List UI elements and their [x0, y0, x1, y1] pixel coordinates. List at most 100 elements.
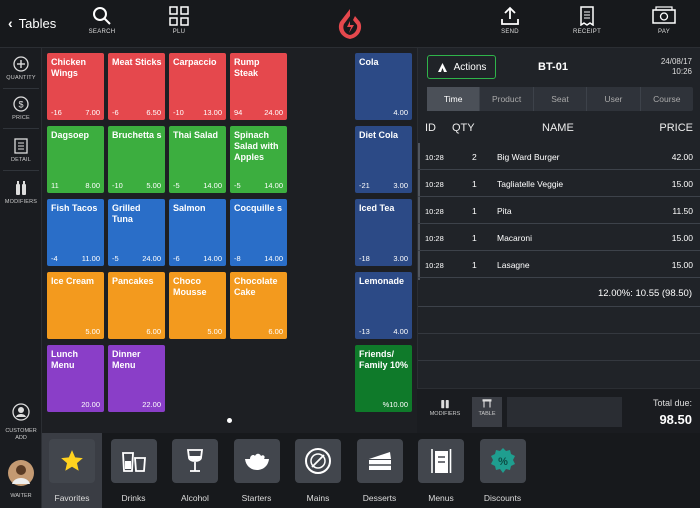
line-name: Macaroni: [497, 233, 532, 243]
tab-time[interactable]: Time: [427, 87, 481, 111]
product-stock: 11: [51, 181, 59, 190]
star-icon: [49, 439, 95, 483]
product-tile[interactable]: Diet Cola -21 3.00: [355, 126, 412, 193]
line-name: Lasagne: [497, 260, 530, 270]
product-name: Thai Salad: [173, 130, 219, 140]
quantity-button[interactable]: QUANTITY: [0, 56, 42, 81]
footer-modifiers-label: MODIFIERS: [429, 411, 461, 417]
product-tile[interactable]: Spinach Salad with Apples -5 14.00: [230, 126, 287, 193]
tab-user[interactable]: User: [587, 87, 641, 111]
product-tile[interactable]: Carpaccio -10 13.00: [169, 53, 226, 120]
order-line[interactable]: 10:28 1 Macaroni 15.00: [418, 224, 700, 251]
product-price: 4.00: [393, 327, 408, 336]
footer-modifiers-button[interactable]: MODIFIERS: [427, 397, 463, 427]
menu-icon: [418, 439, 464, 483]
product-stock: -21: [359, 181, 370, 190]
category-mains[interactable]: Mains: [288, 433, 348, 508]
order-line[interactable]: 10:28 1 Lasagne 15.00: [418, 251, 700, 278]
product-tile[interactable]: Rump Steak 94 24.00: [230, 53, 287, 120]
tab-seat[interactable]: Seat: [534, 87, 588, 111]
receipt-icon: [580, 6, 594, 26]
product-tile[interactable]: Iced Tea -18 3.00: [355, 199, 412, 266]
footer-table-button[interactable]: TABLE: [472, 397, 502, 427]
customer-add-button[interactable]: CUSTOMER ADD: [0, 403, 42, 442]
product-tile[interactable]: Chocolate Cake 6.00: [230, 272, 287, 339]
footer-bar: [507, 397, 622, 427]
category-discounts[interactable]: % Discounts: [473, 433, 533, 508]
product-tile[interactable]: Cola 4.00: [355, 53, 412, 120]
product-tile[interactable]: Lunch Menu 20.00: [47, 345, 104, 412]
product-tile[interactable]: Grilled Tuna -5 24.00: [108, 199, 165, 266]
order-date: 24/08/17: [660, 57, 692, 66]
divider: [418, 306, 700, 307]
product-name: Lunch Menu: [51, 349, 78, 370]
customer-icon: [12, 403, 30, 421]
line-name: Pita: [497, 206, 512, 216]
product-tile[interactable]: Bruchetta s -10 5.00: [108, 126, 165, 193]
order-lines: 10:28 2 Big Ward Burger 42.00 10:28 1 Tagliate…: [418, 143, 700, 278]
send-button[interactable]: SEND: [488, 6, 532, 44]
detail-button[interactable]: DETAIL: [0, 138, 42, 163]
salt-pepper-icon: [441, 400, 449, 409]
line-price: 15.00: [671, 179, 693, 189]
line-qty: 1: [472, 233, 477, 243]
actions-label: Actions: [453, 61, 487, 73]
line-price: 42.00: [671, 152, 693, 162]
send-label: SEND: [501, 29, 519, 35]
product-name: Chocolate Cake: [234, 276, 278, 297]
ticket-id: BT-01: [538, 61, 568, 73]
tab-product[interactable]: Product: [480, 87, 534, 111]
price-icon: $: [13, 96, 29, 112]
product-tile[interactable]: Fish Tacos -4 11.00: [47, 199, 104, 266]
search-button[interactable]: SEARCH: [80, 6, 124, 44]
order-line[interactable]: 10:28 1 Tagliatelle Veggie 15.00: [418, 170, 700, 197]
product-tile[interactable]: Dagsoep 11 8.00: [47, 126, 104, 193]
pay-button[interactable]: PAY: [642, 6, 686, 44]
order-footer: MODIFIERS TABLE Total due: 98.50: [417, 388, 700, 433]
search-icon: [93, 7, 111, 25]
product-tile[interactable]: Lemonade -13 4.00: [355, 272, 412, 339]
modifiers-button[interactable]: MODIFIERS: [0, 180, 42, 205]
order-line[interactable]: 10:28 1 Pita 11.50: [418, 197, 700, 224]
actions-button[interactable]: Actions: [427, 55, 496, 79]
product-stock: -4: [51, 254, 58, 263]
quantity-label: QUANTITY: [6, 75, 36, 81]
product-tile[interactable]: Salmon -6 14.00: [169, 199, 226, 266]
receipt-button[interactable]: RECEIPT: [565, 6, 609, 44]
plu-button[interactable]: PLU: [157, 6, 201, 44]
lightspeed-logo-icon: [338, 9, 362, 39]
cake-icon: [356, 439, 403, 483]
product-price: 24.00: [142, 254, 161, 263]
product-stock: -6: [173, 254, 180, 263]
category-alcohol[interactable]: Alcohol: [165, 433, 225, 508]
product-tile[interactable]: Pancakes 6.00: [108, 272, 165, 339]
customer-add-label: CUSTOMER ADD: [5, 428, 37, 441]
back-to-tables-button[interactable]: ‹ Tables: [8, 15, 56, 31]
category-starters[interactable]: Starters: [227, 433, 287, 508]
waiter-button[interactable]: WAITER: [0, 460, 42, 499]
send-icon: [501, 6, 519, 25]
category-drinks[interactable]: Drinks: [104, 433, 164, 508]
category-label: Starters: [241, 493, 272, 503]
category-favorites[interactable]: Favorites: [42, 433, 102, 508]
search-label: SEARCH: [88, 29, 116, 35]
product-tile[interactable]: Meat Sticks -6 6.50: [108, 53, 165, 120]
price-label: PRICE: [12, 115, 30, 121]
order-line[interactable]: 10:28 2 Big Ward Burger 42.00: [418, 143, 700, 170]
svg-text:%: %: [498, 456, 508, 468]
product-tile[interactable]: Dinner Menu 22.00: [108, 345, 165, 412]
category-desserts[interactable]: Desserts: [350, 433, 410, 508]
product-tile[interactable]: Friends/ Family 10% %10.00: [355, 345, 412, 412]
product-tile[interactable]: Thai Salad -5 14.00: [169, 126, 226, 193]
category-label: Desserts: [362, 493, 397, 503]
product-tile[interactable]: Chicken Wings -16 7.00: [47, 53, 104, 120]
product-tile[interactable]: Cocquille s -8 14.00: [230, 199, 287, 266]
tab-course[interactable]: Course: [653, 94, 681, 104]
product-tile[interactable]: Choco Mousse 5.00: [169, 272, 226, 339]
product-tile[interactable]: Ice Cream 5.00: [47, 272, 104, 339]
footer-table-label: TABLE: [478, 411, 496, 417]
back-label: Tables: [18, 15, 57, 31]
category-menus[interactable]: Menus: [411, 433, 471, 508]
line-qty: 1: [472, 206, 477, 216]
price-button[interactable]: $ PRICE: [0, 96, 42, 121]
